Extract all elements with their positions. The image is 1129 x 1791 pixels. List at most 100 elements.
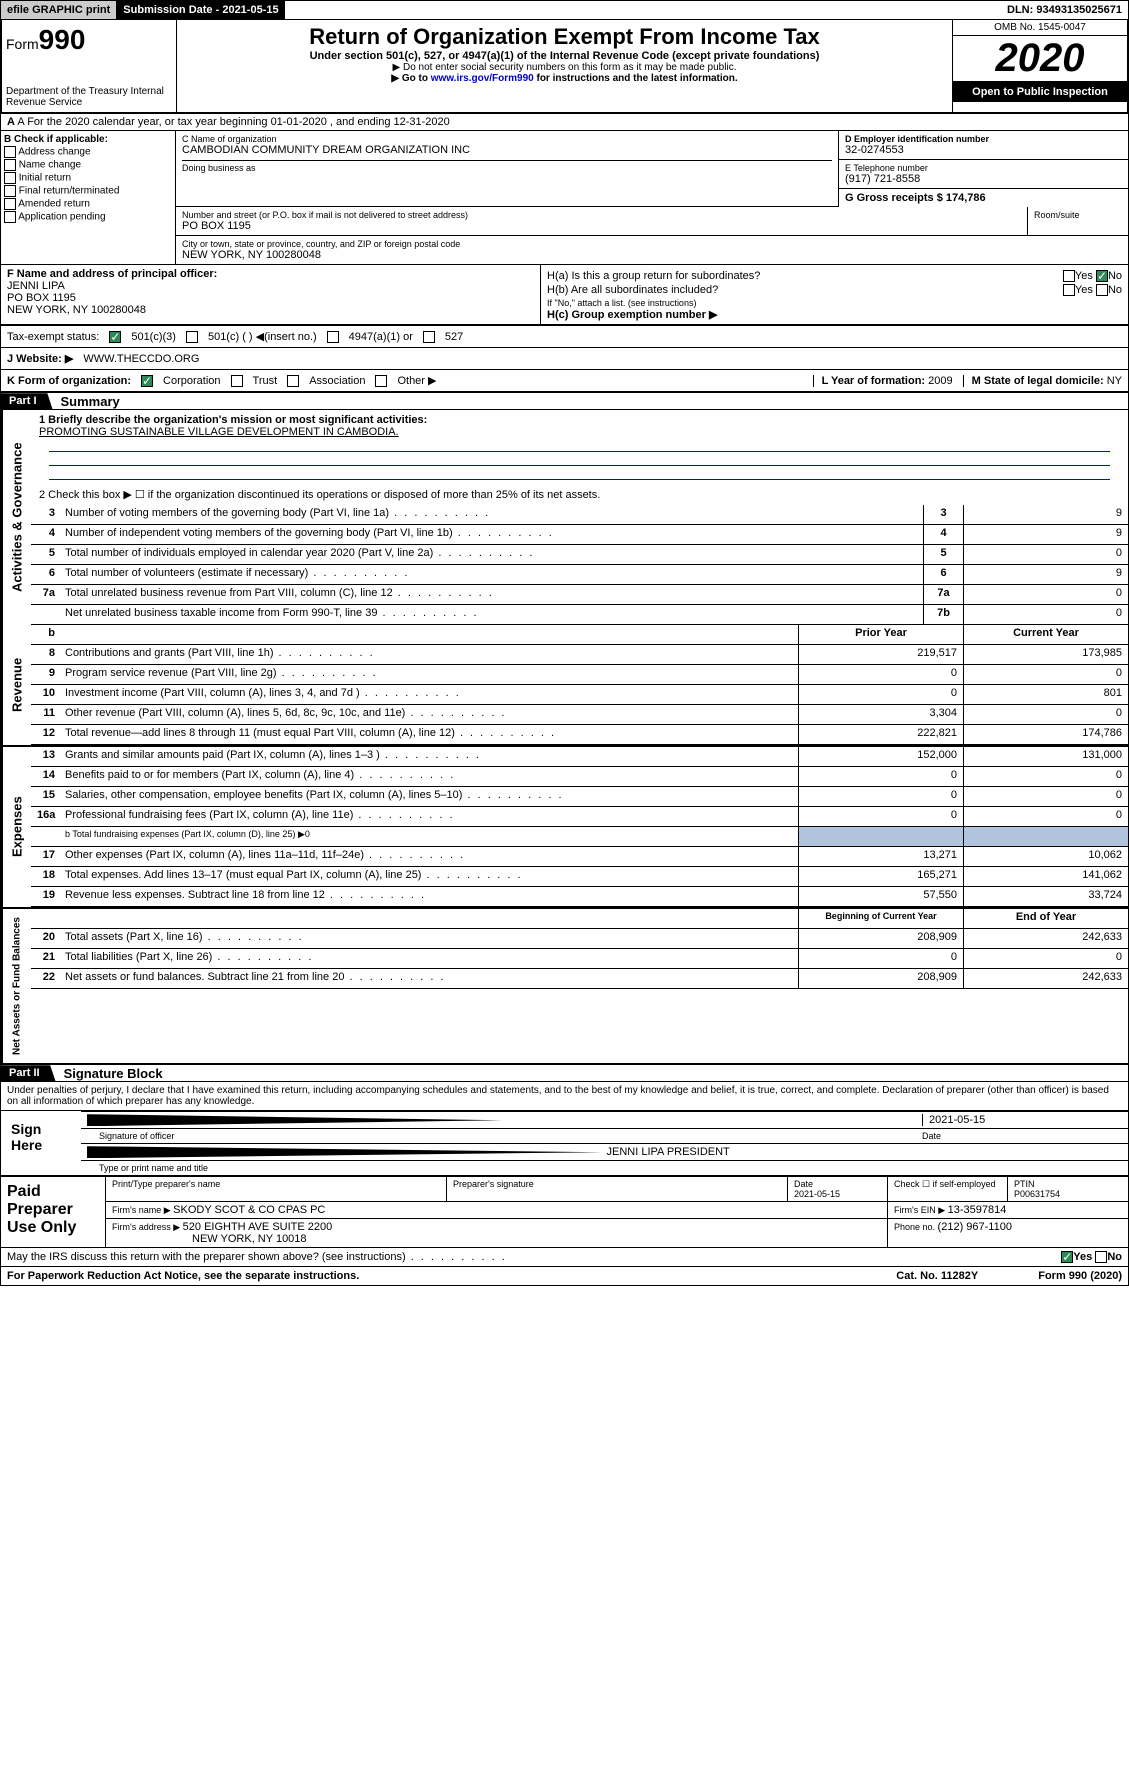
governance-label: Activities & Governance (1, 410, 31, 625)
final-return-checkbox[interactable] (4, 185, 16, 197)
line-num: 7a (31, 585, 61, 604)
ha-yes[interactable] (1063, 270, 1075, 282)
line-desc: Total expenses. Add lines 13–17 (must eq… (61, 867, 798, 886)
city-label: City or town, state or province, country… (182, 239, 1122, 249)
line-val: 9 (963, 565, 1128, 584)
curr-val: 174,786 (963, 725, 1128, 744)
prior-val: 165,271 (798, 867, 963, 886)
form-number: Form990 (6, 24, 172, 56)
ein-value: 32-0274553 (845, 144, 1122, 156)
prior-val: 0 (798, 787, 963, 806)
prior-val: 0 (798, 685, 963, 704)
curr-val: 0 (963, 787, 1128, 806)
line-col: 6 (923, 565, 963, 584)
line-num: 6 (31, 565, 61, 584)
footer: For Paperwork Reduction Act Notice, see … (0, 1267, 1129, 1286)
tax-year: 2020 (953, 36, 1127, 82)
line-desc: Net unrelated business taxable income fr… (61, 605, 923, 624)
prior-val: 208,909 (798, 929, 963, 948)
firm-name: SKODY SCOT & CO CPAS PC (173, 1204, 325, 1216)
firm-ein: 13-3597814 (948, 1204, 1007, 1216)
prep-sig-hdr: Preparer's signature (447, 1177, 788, 1201)
officer-name: JENNI LIPA (7, 280, 534, 292)
hb-no[interactable] (1096, 284, 1108, 296)
curr-val: 10,062 (963, 847, 1128, 866)
revenue-label: Revenue (1, 625, 31, 745)
name-change-checkbox[interactable] (4, 159, 16, 171)
prior-val: 0 (798, 949, 963, 968)
curr-val: 0 (963, 705, 1128, 724)
prior-val: 13,271 (798, 847, 963, 866)
rev-b-num: b (31, 625, 61, 644)
address-change-checkbox[interactable] (4, 146, 16, 158)
firm-phone: (212) 967-1100 (938, 1221, 1012, 1233)
gross-receipts: G Gross receipts $ 174,786 (845, 192, 986, 204)
line-val: 0 (963, 585, 1128, 604)
mission-text: PROMOTING SUSTAINABLE VILLAGE DEVELOPMEN… (39, 426, 1120, 438)
part1-header: Part I Summary (0, 393, 1129, 410)
line-desc: Total number of individuals employed in … (61, 545, 923, 564)
sig-arrow-icon (87, 1114, 503, 1126)
prior-val: 0 (798, 807, 963, 826)
curr-val: 33,724 (963, 887, 1128, 906)
line-desc: Benefits paid to or for members (Part IX… (61, 767, 798, 786)
instructions-link[interactable]: www.irs.gov/Form990 (431, 73, 534, 84)
sign-section: Sign Here 2021-05-15 Signature of office… (0, 1111, 1129, 1177)
curr-val: 242,633 (963, 929, 1128, 948)
trust-checkbox[interactable] (231, 375, 243, 387)
curr-val: 173,985 (963, 645, 1128, 664)
line-num: 18 (31, 867, 61, 886)
curr-val: 801 (963, 685, 1128, 704)
hc-label: H(c) Group exemption number ▶ (547, 308, 1122, 321)
dln: DLN: 93493135025671 (1001, 1, 1128, 19)
expenses-label: Expenses (1, 747, 31, 907)
line-num (31, 605, 61, 624)
501c3-checkbox[interactable] (109, 331, 121, 343)
curr-val: 131,000 (963, 747, 1128, 766)
self-emp: Check ☐ if self-employed (888, 1177, 1008, 1201)
amended-return-checkbox[interactable] (4, 198, 16, 210)
hb-yes[interactable] (1063, 284, 1075, 296)
discuss-no[interactable] (1095, 1251, 1107, 1263)
4947-checkbox[interactable] (327, 331, 339, 343)
prior-val: 222,821 (798, 725, 963, 744)
line-desc: Number of voting members of the governin… (61, 505, 923, 524)
line-desc: Other revenue (Part VIII, column (A), li… (61, 705, 798, 724)
website-url: WWW.THECCDO.ORG (83, 353, 199, 365)
netassets-label: Net Assets or Fund Balances (1, 909, 31, 1063)
line-col: 5 (923, 545, 963, 564)
line-desc: Contributions and grants (Part VIII, lin… (61, 645, 798, 664)
501c-checkbox[interactable] (186, 331, 198, 343)
prior-year-hdr: Prior Year (798, 625, 963, 644)
corp-checkbox[interactable] (141, 375, 153, 387)
sig-date-label: Date (922, 1131, 1122, 1141)
ssn-note: ▶ Do not enter social security numbers o… (181, 62, 948, 73)
efile-print-button[interactable]: efile GRAPHIC print (1, 1, 117, 19)
perjury-text: Under penalties of perjury, I declare th… (0, 1082, 1129, 1111)
line-desc: Program service revenue (Part VIII, line… (61, 665, 798, 684)
curr-val: 0 (963, 807, 1128, 826)
line-val: 0 (963, 605, 1128, 624)
dba-label: Doing business as (182, 160, 832, 173)
line-desc: Revenue less expenses. Subtract line 18 … (61, 887, 798, 906)
form-header: Form990 Department of the Treasury Inter… (0, 20, 1129, 114)
line-col: 7b (923, 605, 963, 624)
initial-return-checkbox[interactable] (4, 172, 16, 184)
line2: 2 Check this box ▶ ☐ if the organization… (31, 484, 1128, 505)
ha-no[interactable] (1096, 270, 1108, 282)
line-num: 16a (31, 807, 61, 826)
other-checkbox[interactable] (375, 375, 387, 387)
line-desc: Total unrelated business revenue from Pa… (61, 585, 923, 604)
application-pending-checkbox[interactable] (4, 211, 16, 223)
end-year-hdr: End of Year (963, 909, 1128, 928)
discuss-yes[interactable] (1061, 1251, 1073, 1263)
527-checkbox[interactable] (423, 331, 435, 343)
website-label: J Website: ▶ (7, 352, 73, 365)
section-fgh: F Name and address of principal officer:… (0, 264, 1129, 326)
line-desc: Net assets or fund balances. Subtract li… (61, 969, 798, 988)
prior-val: 219,517 (798, 645, 963, 664)
current-year-hdr: Current Year (963, 625, 1128, 644)
officer-addr1: PO BOX 1195 (7, 292, 534, 304)
assoc-checkbox[interactable] (287, 375, 299, 387)
col-b-checkboxes: B Check if applicable: Address change Na… (1, 131, 176, 264)
